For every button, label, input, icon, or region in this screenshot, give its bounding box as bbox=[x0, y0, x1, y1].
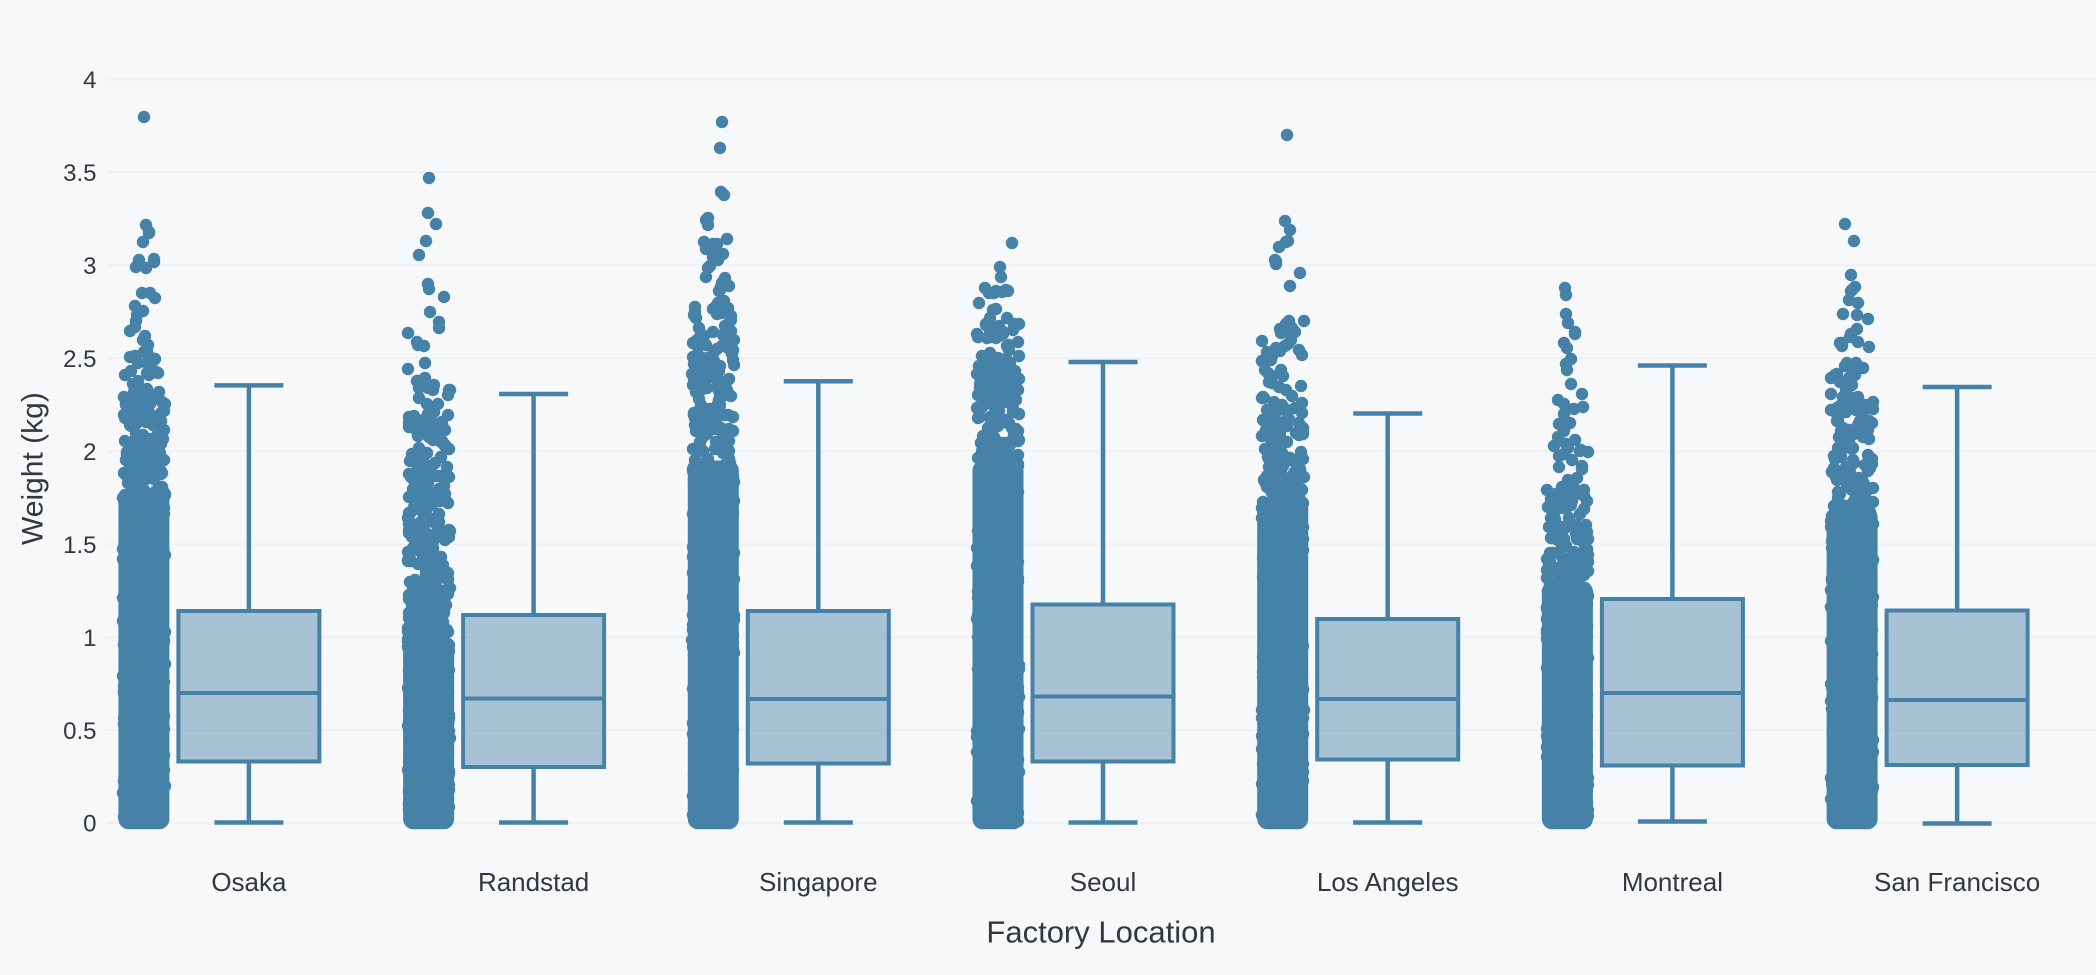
svg-text:0.5: 0.5 bbox=[63, 718, 96, 745]
svg-text:3.5: 3.5 bbox=[63, 160, 96, 187]
svg-text:Seoul: Seoul bbox=[1070, 867, 1137, 897]
svg-text:San Francisco: San Francisco bbox=[1874, 867, 2040, 897]
svg-text:2: 2 bbox=[83, 439, 96, 466]
svg-text:Osaka: Osaka bbox=[211, 867, 287, 897]
svg-text:Weight (kg): Weight (kg) bbox=[17, 392, 50, 545]
svg-text:Factory Location: Factory Location bbox=[986, 915, 1215, 950]
svg-text:4: 4 bbox=[83, 67, 96, 94]
svg-text:0: 0 bbox=[83, 811, 96, 838]
svg-text:Singapore: Singapore bbox=[759, 867, 878, 897]
svg-text:Randstad: Randstad bbox=[478, 867, 589, 897]
svg-text:Montreal: Montreal bbox=[1622, 867, 1723, 897]
svg-text:3: 3 bbox=[83, 253, 96, 280]
svg-text:1: 1 bbox=[83, 625, 96, 652]
svg-text:2.5: 2.5 bbox=[63, 346, 96, 373]
svg-text:Los Angeles: Los Angeles bbox=[1317, 867, 1459, 897]
svg-text:1.5: 1.5 bbox=[63, 532, 96, 559]
